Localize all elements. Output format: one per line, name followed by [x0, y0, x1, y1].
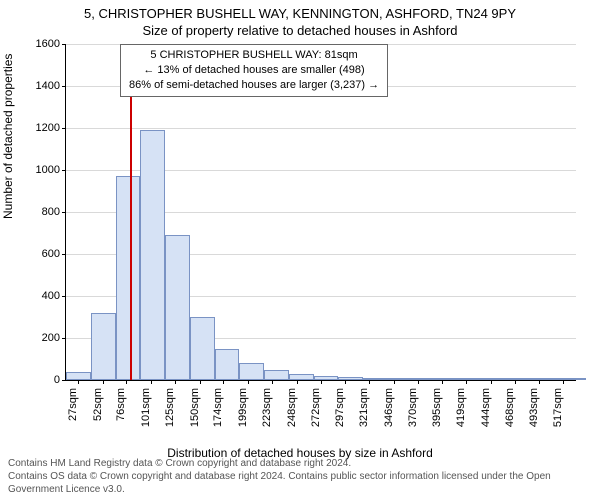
footer-line1: Contains HM Land Registry data © Crown c… — [8, 457, 592, 470]
xtick-mark — [200, 380, 201, 384]
footer-attribution: Contains HM Land Registry data © Crown c… — [8, 457, 592, 496]
xtick-mark — [126, 380, 127, 384]
ytick-label: 1200 — [20, 122, 60, 134]
histogram-bar — [437, 378, 462, 380]
xtick-mark — [345, 380, 346, 384]
histogram-bar — [215, 349, 240, 381]
histogram-bar — [413, 378, 438, 380]
histogram-bar — [561, 378, 586, 380]
chart-container: 5, CHRISTOPHER BUSHELL WAY, KENNINGTON, … — [0, 0, 600, 500]
histogram-bar — [116, 176, 141, 380]
xtick-mark — [442, 380, 443, 384]
ytick-mark — [62, 212, 66, 213]
annotation-line2: ← 13% of detached houses are smaller (49… — [129, 63, 379, 78]
histogram-bar — [363, 378, 388, 380]
xtick-mark — [394, 380, 395, 384]
ytick-mark — [62, 296, 66, 297]
ytick-mark — [62, 128, 66, 129]
xtick-mark — [321, 380, 322, 384]
histogram-bar — [66, 372, 91, 380]
xtick-mark — [563, 380, 564, 384]
ytick-mark — [62, 170, 66, 171]
ytick-mark — [62, 338, 66, 339]
ytick-label: 1000 — [20, 164, 60, 176]
histogram-bar — [314, 376, 339, 380]
ytick-label: 0 — [20, 374, 60, 386]
annotation-line3: 86% of semi-detached houses are larger (… — [129, 78, 379, 93]
ytick-label: 400 — [20, 290, 60, 302]
annotation-line1: 5 CHRISTOPHER BUSHELL WAY: 81sqm — [129, 48, 379, 63]
histogram-bar — [289, 374, 314, 380]
footer-line2: Contains OS data © Crown copyright and d… — [8, 470, 592, 496]
annotation-callout: 5 CHRISTOPHER BUSHELL WAY: 81sqm ← 13% o… — [120, 44, 388, 97]
grid-line — [66, 128, 576, 129]
xtick-mark — [515, 380, 516, 384]
xtick-mark — [175, 380, 176, 384]
histogram-bar — [165, 235, 190, 380]
ytick-label: 800 — [20, 206, 60, 218]
histogram-bar — [239, 363, 264, 380]
xtick-mark — [223, 380, 224, 384]
histogram-bar — [388, 378, 413, 380]
histogram-bar — [264, 370, 289, 381]
xtick-mark — [151, 380, 152, 384]
ytick-label: 600 — [20, 248, 60, 260]
title-address: 5, CHRISTOPHER BUSHELL WAY, KENNINGTON, … — [0, 0, 600, 21]
histogram-bar — [140, 130, 165, 380]
title-subtitle: Size of property relative to detached ho… — [0, 21, 600, 38]
ytick-mark — [62, 44, 66, 45]
histogram-bar — [91, 313, 116, 380]
y-axis-label: Number of detached properties — [1, 54, 15, 219]
ytick-mark — [62, 380, 66, 381]
xtick-mark — [418, 380, 419, 384]
xtick-mark — [297, 380, 298, 384]
xtick-mark — [272, 380, 273, 384]
ytick-mark — [62, 86, 66, 87]
ytick-label: 1600 — [20, 38, 60, 50]
ytick-mark — [62, 254, 66, 255]
ytick-label: 1400 — [20, 80, 60, 92]
histogram-bar — [190, 317, 215, 380]
xtick-mark — [491, 380, 492, 384]
xtick-mark — [248, 380, 249, 384]
xtick-mark — [369, 380, 370, 384]
xtick-mark — [103, 380, 104, 384]
xtick-mark — [539, 380, 540, 384]
xtick-mark — [466, 380, 467, 384]
xtick-mark — [78, 380, 79, 384]
ytick-label: 200 — [20, 332, 60, 344]
histogram-bar — [338, 377, 363, 380]
